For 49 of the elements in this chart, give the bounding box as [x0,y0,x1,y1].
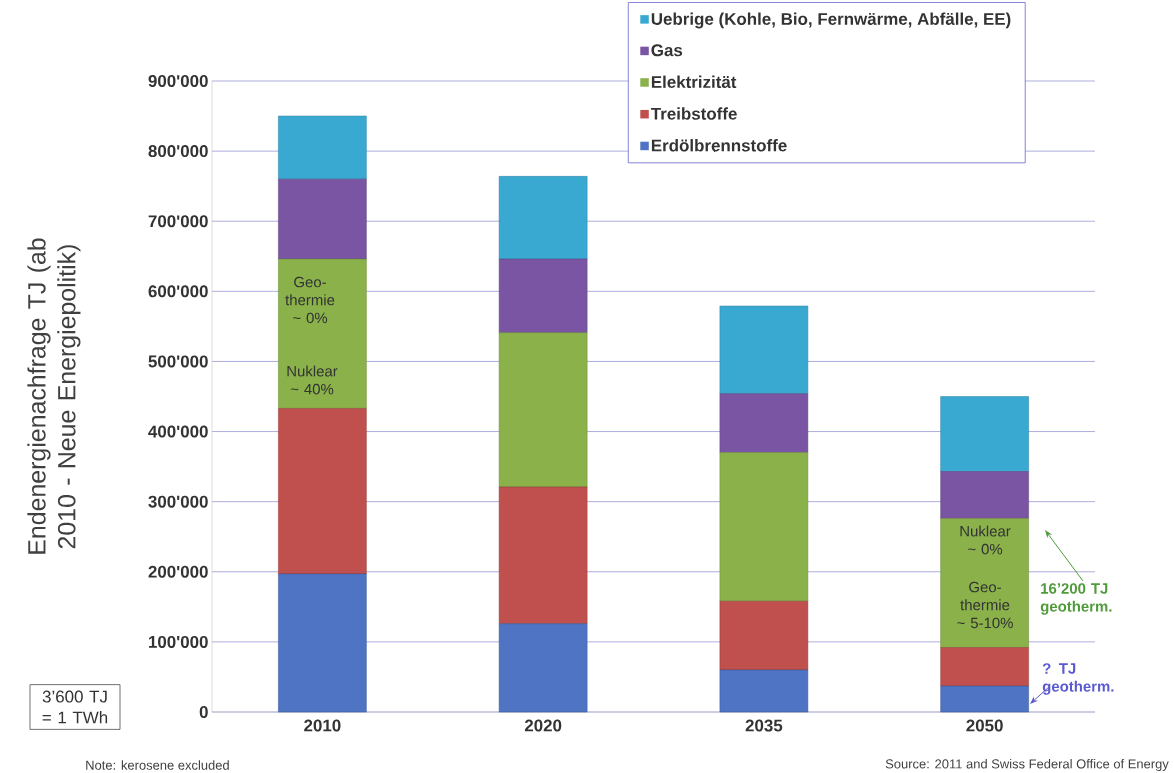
bar [719,305,809,394]
x-tick-label: 2010 [304,719,341,732]
y-tick-label: 200'000 [148,565,208,578]
legend-label: Treibstoffe [650,107,737,120]
bar [278,408,367,575]
bar [278,178,367,260]
x-tick-label: 2020 [524,719,562,732]
bar [498,176,588,260]
bar [940,471,1029,519]
bar [278,573,367,713]
source-note: Source: 2011 and Swiss Federal Office of Energy [885,758,1169,772]
x-tick-label: 2035 [745,719,783,732]
annotation: Nuklear ~ 0% [960,525,1011,555]
y-tick-label: 100'000 [149,635,208,648]
annotation: 16’200 TJ geotherm. [1040,583,1112,615]
annotation: Nuklear ~ 40% [287,365,338,395]
bar [719,452,809,602]
y-axis-title: Endenergienachfrage TJ (ab 2010 - Neue Energiepolitik) [27,238,81,554]
legend-label: Uebrige (Kohle, Bio, Fernwärme, Abfälle, EE) [651,12,1011,29]
y-tick-label: 700'000 [148,215,208,228]
annotation: ? TJ geotherm. [1042,663,1114,695]
legend-label: Elektrizität [651,75,737,89]
annotation: Geo- thermie ~ 0% [285,276,335,324]
x-tick-label: 2050 [966,719,1003,732]
y-tick-label: 900'000 [148,75,208,87]
y-tick-label: 600'000 [148,285,208,298]
y-tick-label: 0 [199,706,208,718]
bar [498,258,588,333]
bar [498,486,588,624]
bar [719,669,809,713]
text: 3’600 TJ = 1 TWh [42,690,108,724]
y-tick-label: 300'000 [148,495,208,508]
bar [940,396,1029,472]
bar [498,623,588,713]
bar [940,685,1029,713]
bar [719,393,809,453]
annotation: Geo- thermie ~ 5-10% [957,581,1013,629]
y-tick-label: 400'000 [148,425,208,438]
bar [278,115,367,180]
bar [940,518,1029,648]
text: Note: kerosene excluded [86,760,229,770]
bar [278,258,367,409]
bar [940,647,1029,687]
y-tick-label: 800'000 [148,145,208,158]
legend-label: Erdölbrennstoffe [651,139,787,152]
bar [719,600,809,671]
y-tick-label: 500'000 [148,355,208,368]
bar [498,332,588,488]
legend-label: Gas [651,44,683,57]
